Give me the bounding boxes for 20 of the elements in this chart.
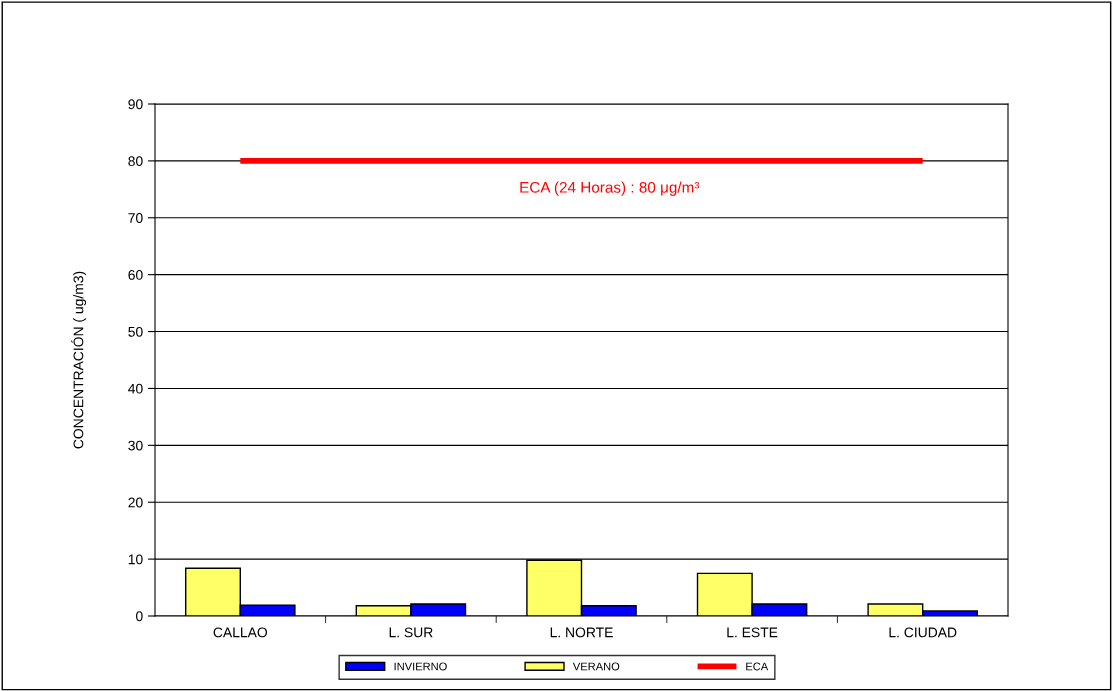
y-tick-label: 40 — [128, 383, 143, 394]
y-tick-label: 30 — [128, 440, 143, 451]
y-tick-label: 80 — [128, 156, 143, 167]
y-tick-label: 90 — [128, 99, 143, 110]
legend-label: INVIERNO — [394, 662, 447, 671]
x-tick-label: L. SUR — [389, 627, 433, 638]
x-tick-label: L. CIUDAD — [889, 627, 957, 638]
y-tick-label: 0 — [136, 611, 143, 622]
y-axis-title: CONCENTRACIÓN ( ug/m3) — [71, 271, 87, 449]
x-tick-label: CALLAO — [213, 627, 268, 638]
y-tick-label: 70 — [128, 213, 143, 223]
y-tick-label: 60 — [128, 270, 143, 280]
y-tick-label: 50 — [128, 326, 143, 337]
legend-label: VERANO — [572, 662, 620, 671]
legend-label: ECA — [746, 662, 769, 671]
annotation: ECA (24 Horas) : 80 μg/m³ — [520, 181, 700, 196]
y-tick-label: 20 — [128, 497, 143, 508]
x-tick-label: L. NORTE — [550, 627, 613, 638]
y-tick-label: 10 — [128, 554, 143, 565]
x-tick-label: L. ESTE — [727, 627, 778, 638]
